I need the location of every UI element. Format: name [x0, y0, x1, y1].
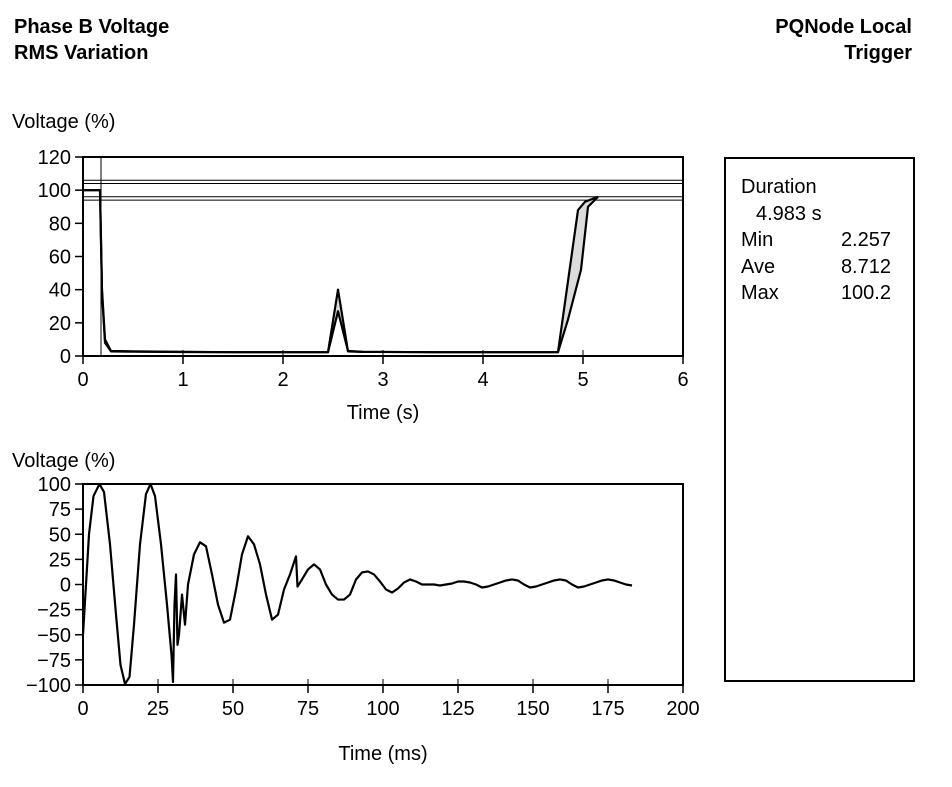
stat-label: Max [741, 282, 779, 304]
statistics-panel: Duration 4.983 s Min 2.257 Ave 8.712 Max… [724, 157, 915, 682]
stat-row-min: Min 2.257 [741, 229, 891, 253]
stat-row-max: Max 100.2 [741, 282, 891, 306]
x-tick-label: 0 [77, 369, 88, 391]
duration-label: Duration [741, 176, 817, 198]
plot-frame [82, 483, 684, 686]
y-tick-label: 40 [49, 280, 71, 302]
x-tick-label: 50 [222, 698, 244, 720]
y-tick-label: 80 [49, 213, 71, 235]
x-tick-label: 200 [666, 698, 699, 720]
x-tick-label: 125 [441, 698, 474, 720]
y-tick-label: 0 [60, 575, 71, 597]
y-tick-label: 0 [60, 346, 71, 368]
x-tick-label: 75 [297, 698, 319, 720]
y-tick-label: −75 [37, 650, 71, 672]
min-max-band [83, 190, 598, 353]
y-tick-label: −25 [37, 600, 71, 622]
y-tick-label: 50 [49, 524, 71, 546]
x-tick-label: 3 [377, 369, 388, 391]
stat-value: 100.2 [840, 282, 891, 304]
x-tick-label: 1 [177, 369, 188, 391]
rms-variation-chart: Voltage (%) Time (s) 0 20 40 60 80 100 120 0 1 2 3 4 5… [12, 111, 689, 424]
stat-row-ave: Ave 8.712 [741, 256, 891, 280]
source-line-2: Trigger [844, 42, 912, 64]
stat-label: Min [741, 229, 774, 251]
x-tick-label: 150 [516, 698, 549, 720]
title-line-2: RMS Variation [14, 42, 149, 64]
x-tick-label: 5 [577, 369, 588, 391]
trigger-source-block: PQNode Local Trigger [775, 14, 912, 66]
y-tick-label: 100 [38, 474, 71, 496]
x-tick-label: 2 [277, 369, 288, 391]
y-tick-label: 120 [38, 147, 71, 169]
x-tick-label: 100 [366, 698, 399, 720]
x-tick-label: 175 [591, 698, 624, 720]
x-tick-label: 4 [477, 369, 488, 391]
chart-title-block: Phase B Voltage RMS Variation [14, 14, 169, 66]
y-tick-label: 60 [49, 247, 71, 269]
series-line-1 [81, 482, 633, 686]
y-tick-label: −100 [26, 675, 71, 697]
series-line-2 [83, 189, 599, 354]
x-tick-label: 6 [677, 369, 688, 391]
y-tick-label: −50 [37, 625, 71, 647]
source-line-1: PQNode Local [775, 16, 912, 38]
y-axis-label: Voltage (%) [12, 111, 115, 133]
x-axis-label: Time (s) [347, 402, 420, 424]
stat-value: 8.712 [840, 256, 891, 278]
stat-value: 2.257 [840, 229, 891, 251]
y-tick-label: 100 [38, 180, 71, 202]
y-tick-label: 75 [49, 499, 71, 521]
y-tick-label: 20 [49, 313, 71, 335]
y-axis-label: Voltage (%) [12, 450, 115, 472]
title-line-1: Phase B Voltage [14, 16, 170, 38]
x-tick-label: 25 [147, 698, 169, 720]
duration-value: 4.983 s [756, 203, 822, 225]
x-tick-label: 0 [77, 698, 88, 720]
stat-label: Ave [741, 256, 776, 278]
y-tick-label: 25 [49, 549, 71, 571]
x-axis-label: Time (ms) [338, 743, 427, 765]
waveform-chart: Voltage (%) Time (ms) 100 75 50 25 0 −25 −50 −75 −… [12, 450, 700, 765]
plot-frame [82, 156, 684, 357]
series-line-1 [83, 189, 599, 354]
